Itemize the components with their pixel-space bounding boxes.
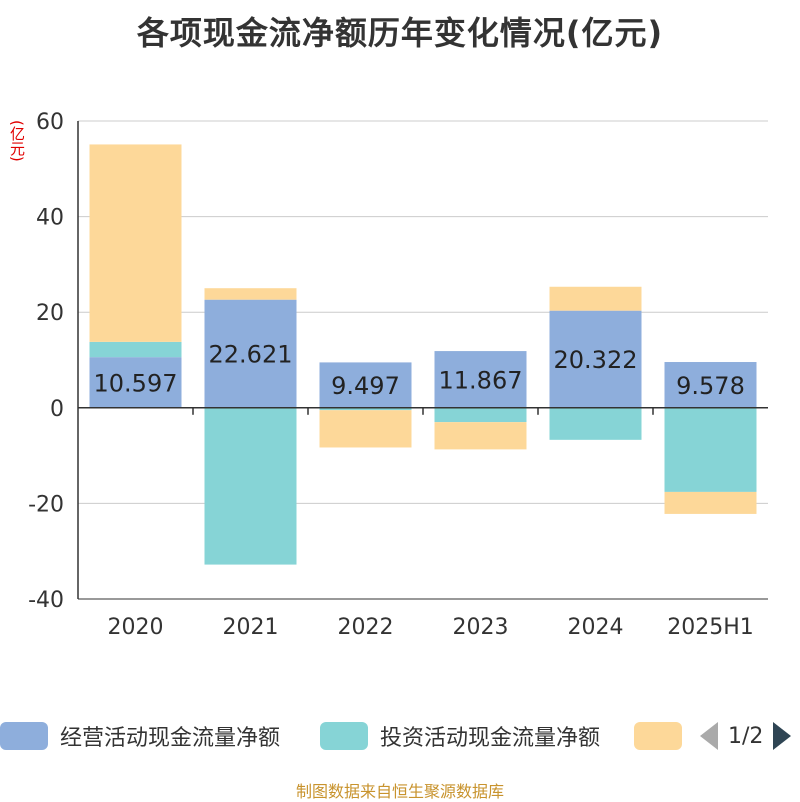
legend-pager: 1/2: [700, 716, 792, 756]
bar-segment-s2: [89, 144, 182, 342]
y-tick-label: -40: [28, 588, 64, 613]
x-tick-label: 2022: [338, 615, 394, 640]
axes: 60 40 20 0 -20 -40 2020 2021 2022 2023 2024 2025H1: [28, 110, 768, 640]
legend-page-indicator: 1/2: [728, 723, 764, 749]
x-tick-label: 2021: [223, 615, 279, 640]
bar-segment-s0: [204, 299, 297, 408]
y-tick-label: 60: [36, 110, 64, 135]
bar-segment-s0: [664, 362, 757, 408]
bar-segment-s2: [319, 410, 412, 448]
data-labels: 10.597 22.621 9.497 11.867 20.322 9.578: [94, 341, 745, 400]
legend-label-investing: 投资活动现金流量净额: [380, 726, 601, 751]
data-label: 11.867: [439, 366, 523, 394]
x-tick-label: 2020: [108, 615, 164, 640]
x-tick-label: 2023: [453, 615, 509, 640]
y-axis-unit-label: (亿元): [8, 120, 26, 162]
y-tick-label: 20: [36, 301, 64, 326]
legend-item-third-series[interactable]: [634, 716, 682, 756]
data-label: 9.497: [331, 372, 400, 400]
bars: [89, 144, 757, 565]
legend-swatch-third-series: [634, 722, 682, 750]
y-tick-label: -20: [28, 492, 64, 517]
bar-segment-s0: [434, 351, 527, 408]
y-tick-label: 0: [50, 397, 64, 422]
legend-label-operating: 经营活动现金流量净额: [60, 726, 281, 751]
bar-segment-s2: [664, 491, 757, 514]
bar-segment-s2: [434, 422, 527, 450]
x-tick-label: 2024: [568, 615, 624, 640]
bar-segment-s1: [664, 407, 757, 492]
legend-swatch-investing: [320, 722, 368, 750]
legend-next-page-button[interactable]: [773, 722, 792, 750]
legend-prev-page-button[interactable]: [700, 722, 718, 750]
y-tick-label: 40: [36, 206, 64, 231]
chart-title: 各项现金流净额历年变化情况(亿元): [136, 14, 664, 52]
data-label: 22.621: [209, 341, 293, 369]
legend-item-operating[interactable]: 经营活动现金流量净额: [0, 716, 280, 756]
bar-segment-s1: [319, 407, 412, 411]
bar-segment-s2: [549, 286, 642, 311]
x-tick-label: 2025H1: [667, 615, 754, 640]
bar-segment-s1: [89, 341, 182, 358]
data-label: 9.578: [676, 372, 745, 400]
bar-segment-s1: [549, 407, 642, 440]
bar-segment-s0: [89, 357, 182, 408]
bar-segment-s1: [434, 407, 527, 423]
bar-segment-s0: [319, 362, 412, 408]
legend: 经营活动现金流量净额 投资活动现金流量净额 1/2: [0, 716, 800, 756]
data-label: 20.322: [554, 346, 638, 374]
bar-segment-s1: [204, 407, 297, 565]
bar-segment-s2: [204, 288, 297, 300]
legend-item-investing[interactable]: 投资活动现金流量净额: [320, 716, 600, 756]
bar-segment-s0: [549, 310, 642, 408]
data-label: 10.597: [94, 369, 178, 397]
legend-swatch-operating: [0, 722, 48, 750]
data-source-note: 制图数据来自恒生聚源数据库: [295, 782, 504, 801]
